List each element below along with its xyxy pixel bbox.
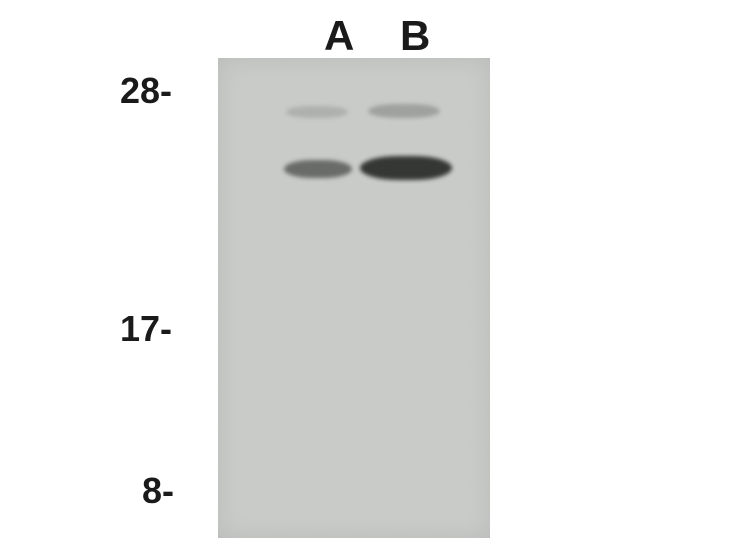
lane-label-b: B	[400, 12, 430, 60]
band-b-main	[360, 156, 452, 180]
mw-label-8: 8-	[142, 470, 174, 512]
blot-membrane	[218, 58, 490, 538]
figure-container: A B 28- 17- 8-	[0, 0, 736, 552]
membrane-texture	[218, 58, 490, 538]
mw-label-28: 28-	[120, 70, 172, 112]
mw-label-17: 17-	[120, 308, 172, 350]
band-a-main	[284, 160, 352, 178]
band-b-faint	[368, 104, 440, 118]
lane-label-a: A	[324, 12, 354, 60]
band-a-faint	[286, 106, 348, 118]
